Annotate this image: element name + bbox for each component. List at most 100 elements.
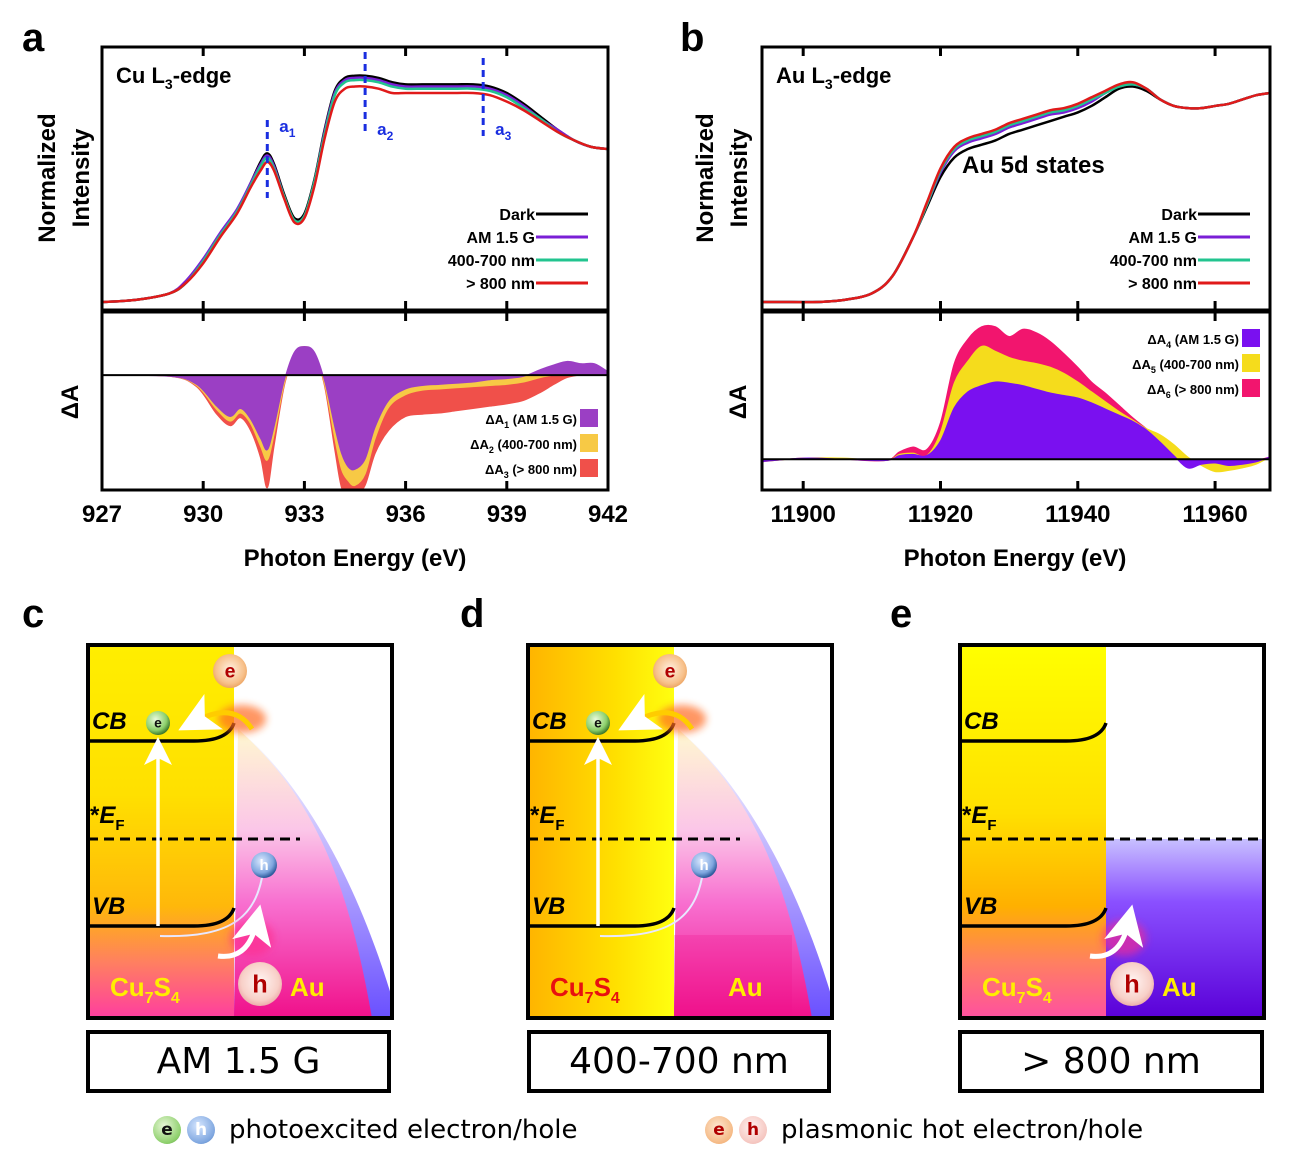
legend-label: ΔA1 (AM 1.5 G) xyxy=(485,412,577,430)
series-line-3 xyxy=(762,80,1270,304)
legend-label: ΔA4 (AM 1.5 G) xyxy=(1147,332,1239,350)
legend-photoexcited: e h photoexcited electron/hole xyxy=(153,1115,578,1145)
hot-electron-icon: e xyxy=(653,654,687,688)
cb-label: CB xyxy=(964,708,999,735)
legend-photoexcited-text: photoexcited electron/hole xyxy=(229,1115,578,1145)
panel-letter-b: b xyxy=(680,16,705,60)
annotation-label: a2 xyxy=(377,120,393,143)
x-tick-label: 11940 xyxy=(1045,501,1110,528)
cu7s4-region xyxy=(88,645,234,1018)
panel-letter-a: a xyxy=(22,16,45,60)
svg-text:h: h xyxy=(252,970,267,998)
panel-letter-d: d xyxy=(460,592,485,636)
hot-hole-icon: h xyxy=(739,1116,767,1144)
annotation-label: a1 xyxy=(279,117,295,140)
legend-swatch xyxy=(580,459,598,477)
series-area-0 xyxy=(762,381,1270,469)
diagram-frame xyxy=(526,643,834,1020)
y-axis-label: ΔA xyxy=(725,385,752,420)
x-tick-label: 930 xyxy=(183,501,223,528)
legend-swatch xyxy=(580,434,598,452)
legend-label: AM 1.5 G xyxy=(1129,230,1197,247)
hot-hole-transfer-arrow xyxy=(1089,904,1144,959)
legend-label: Dark xyxy=(499,207,535,224)
au-label: Au xyxy=(290,972,325,1002)
diagram-frame xyxy=(86,643,394,1020)
axis-frame xyxy=(100,45,610,312)
legend-label: 400-700 nm xyxy=(1110,253,1197,270)
photoexcited-electron-icon: e xyxy=(146,711,170,735)
legend-label: ΔA3 (> 800 nm) xyxy=(485,462,577,480)
legend-label: > 800 nm xyxy=(1128,276,1197,293)
axis-frame xyxy=(760,45,1272,312)
diagram-d: CB VB *EF Cu7S4 Au e e h xyxy=(526,643,834,1020)
xas-charts: a1 a2 a3 Cu L3-edge Normalized Intensity D… xyxy=(34,45,1272,572)
fermi-level-label: *EF xyxy=(530,802,565,834)
axis-frame xyxy=(100,310,610,492)
x-tick-label: 942 xyxy=(588,501,628,528)
au-label: Au xyxy=(728,972,763,1002)
chart-b-top: Au L3-edge Au 5d states Normalized Inten… xyxy=(692,45,1272,312)
fermi-level-label: *EF xyxy=(962,802,997,834)
photoexcited-hole-icon: h xyxy=(691,852,717,878)
x-tick-label: 11920 xyxy=(908,501,973,528)
x-tick-label: 936 xyxy=(386,501,426,528)
x-tick-label: 939 xyxy=(487,501,527,528)
legend-label: AM 1.5 G xyxy=(467,230,535,247)
cb-label: CB xyxy=(532,708,567,735)
condition-label-c: AM 1.5 G xyxy=(86,1030,391,1093)
x-axis-label: Photon Energy (eV) xyxy=(904,545,1127,572)
hot-electron-icon: e xyxy=(705,1116,733,1144)
y-axis-label-line1: Normalized xyxy=(692,113,719,242)
svg-text:h: h xyxy=(259,857,268,874)
vb-label: VB xyxy=(532,893,565,920)
photoexcited-hole-icon: h xyxy=(187,1116,215,1144)
panel-letter-e: e xyxy=(890,592,913,636)
svg-text:h: h xyxy=(699,857,708,874)
legend-label: 400-700 nm xyxy=(448,253,535,270)
au-region xyxy=(674,729,812,1018)
legend-swatch xyxy=(1242,329,1260,347)
condition-label-e: > 800 nm xyxy=(958,1030,1264,1093)
condition-label-d: 400-700 nm xyxy=(527,1030,831,1093)
chart-a-top: a1 a2 a3 Cu L3-edge Normalized Intensity D… xyxy=(34,45,610,312)
legend-hot-carrier: e h plasmonic hot electron/hole xyxy=(705,1115,1143,1145)
photoexcited-electron-icon: e xyxy=(153,1116,181,1144)
hot-hole-icon: h xyxy=(238,962,282,1006)
legend-label: ΔA5 (400-700 nm) xyxy=(1132,357,1239,375)
y-axis-label-line2: Intensity xyxy=(68,128,95,227)
photoexcited-electron-icon: e xyxy=(586,711,610,735)
x-tick-label: 11960 xyxy=(1182,501,1247,528)
svg-text:e: e xyxy=(665,660,676,682)
cu7s4-region xyxy=(960,645,1106,1018)
legend-swatch xyxy=(1242,354,1260,372)
cu7s4-label: Cu7S4 xyxy=(550,972,620,1007)
hot-electron-transfer-arrow xyxy=(618,693,695,731)
svg-text:e: e xyxy=(594,716,602,731)
chart-b-bottom: ΔA 11900 11920 11940 11960 Photon Energy (e… xyxy=(725,310,1272,572)
annotation-au-5d: Au 5d states xyxy=(962,152,1105,179)
y-axis-label-line2: Intensity xyxy=(726,128,753,227)
svg-text:e: e xyxy=(154,716,162,731)
hot-electron-icon: e xyxy=(213,654,247,688)
cb-label: CB xyxy=(92,708,127,735)
photoexcited-hole-icon: h xyxy=(251,852,277,878)
chart-a-bottom: ΔA 927 930 933 936 939 942 Photon Energy (eV)… xyxy=(57,310,628,572)
chart-title: Cu L3-edge xyxy=(116,63,231,92)
panel-letter-c: c xyxy=(22,592,45,636)
legend-label: ΔA6 (> 800 nm) xyxy=(1147,382,1239,400)
diagram-c: CB VB *EF Cu7S4 Au e e h h xyxy=(86,643,394,1020)
hot-hole-icon: h xyxy=(1110,962,1154,1006)
y-axis-label-line1: Normalized xyxy=(34,113,61,242)
cu7s4-region xyxy=(528,645,674,1018)
conduction-band-edge xyxy=(960,722,1108,743)
y-axis-label: ΔA xyxy=(57,385,84,420)
vb-label: VB xyxy=(92,893,125,920)
carrier-legend: e h photoexcited electron/hole e h plasm… xyxy=(0,1115,1291,1155)
band-diagrams: CB VB *EF Cu7S4 Au e e h h CB VB *EF Cu7S4 Au e e h CB V… xyxy=(86,643,1266,1020)
diagram-frame xyxy=(958,643,1266,1020)
cu7s4-label: Cu7S4 xyxy=(982,972,1052,1007)
legend-swatch xyxy=(580,409,598,427)
series-line-3 xyxy=(102,85,608,304)
chart-title: Au L3-edge xyxy=(776,63,891,92)
